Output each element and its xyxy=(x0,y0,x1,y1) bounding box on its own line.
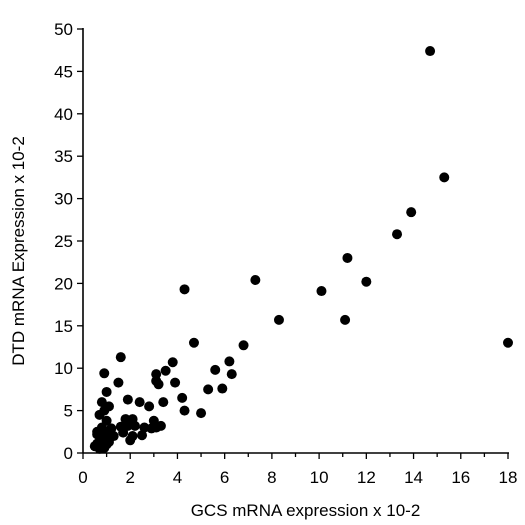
data-point xyxy=(129,420,140,431)
x-tick-label: 0 xyxy=(78,468,87,487)
data-point xyxy=(108,431,119,442)
y-tick-label: 25 xyxy=(54,232,73,251)
data-point xyxy=(217,383,228,394)
data-point xyxy=(115,352,126,363)
data-point xyxy=(96,397,107,408)
data-points xyxy=(89,46,513,454)
data-point xyxy=(170,377,181,388)
data-point xyxy=(361,276,372,287)
x-tick-label: 8 xyxy=(267,468,276,487)
data-point xyxy=(425,46,436,57)
data-point xyxy=(151,369,162,380)
x-tick-label: 14 xyxy=(404,468,423,487)
data-point xyxy=(127,431,138,442)
x-tick-label: 16 xyxy=(451,468,470,487)
data-point xyxy=(101,415,112,426)
y-tick-label: 10 xyxy=(54,359,73,378)
data-point xyxy=(203,384,214,395)
y-tick-label: 50 xyxy=(54,20,73,39)
data-point xyxy=(167,357,178,368)
y-axis-title: DTD mRNA Expression x 10-2 xyxy=(9,136,28,366)
data-point xyxy=(340,314,351,325)
data-point xyxy=(392,229,403,240)
data-point xyxy=(99,442,110,453)
axes xyxy=(82,28,509,454)
data-point xyxy=(210,364,221,375)
data-point xyxy=(179,405,190,416)
y-tick-label: 15 xyxy=(54,317,73,336)
data-point xyxy=(188,337,199,348)
data-point xyxy=(224,356,235,367)
data-point xyxy=(503,337,513,348)
x-tick-label: 12 xyxy=(357,468,376,487)
data-point xyxy=(177,392,188,403)
data-point xyxy=(106,423,117,434)
y-tick-label: 20 xyxy=(54,274,73,293)
x-tick-label: 2 xyxy=(125,468,134,487)
x-axis-ticks: 0 2 4 6 8 10 12 14 16 18 xyxy=(78,453,517,487)
data-point xyxy=(316,286,327,297)
data-point xyxy=(273,314,284,325)
data-point xyxy=(439,172,450,183)
data-point xyxy=(250,275,261,286)
data-point xyxy=(101,386,112,397)
data-point xyxy=(155,420,166,431)
y-tick-label: 30 xyxy=(54,190,73,209)
data-point xyxy=(134,397,145,408)
data-point xyxy=(137,430,148,441)
x-tick-label: 4 xyxy=(173,468,182,487)
data-point xyxy=(342,252,353,263)
x-tick-label: 6 xyxy=(220,468,229,487)
y-tick-label: 40 xyxy=(54,105,73,124)
data-point xyxy=(196,408,207,419)
y-axis-ticks: 0 5 10 15 20 25 30 35 40 45 50 xyxy=(54,20,83,463)
data-point xyxy=(144,401,155,412)
data-point xyxy=(113,377,124,388)
data-point xyxy=(179,284,190,295)
y-tick-label: 5 xyxy=(64,402,73,421)
x-tick-label: 10 xyxy=(310,468,329,487)
data-point xyxy=(160,365,171,376)
data-point xyxy=(99,368,110,379)
data-point xyxy=(238,340,249,351)
x-axis-title: GCS mRNA expression x 10-2 xyxy=(191,501,421,520)
data-point xyxy=(153,379,164,390)
data-point xyxy=(226,369,237,380)
data-point xyxy=(92,426,103,437)
y-tick-label: 0 xyxy=(64,444,73,463)
data-point xyxy=(406,207,417,218)
x-tick-label: 18 xyxy=(499,468,518,487)
y-tick-label: 45 xyxy=(54,62,73,81)
y-tick-label: 35 xyxy=(54,147,73,166)
data-point xyxy=(158,397,169,408)
data-point xyxy=(122,394,133,405)
